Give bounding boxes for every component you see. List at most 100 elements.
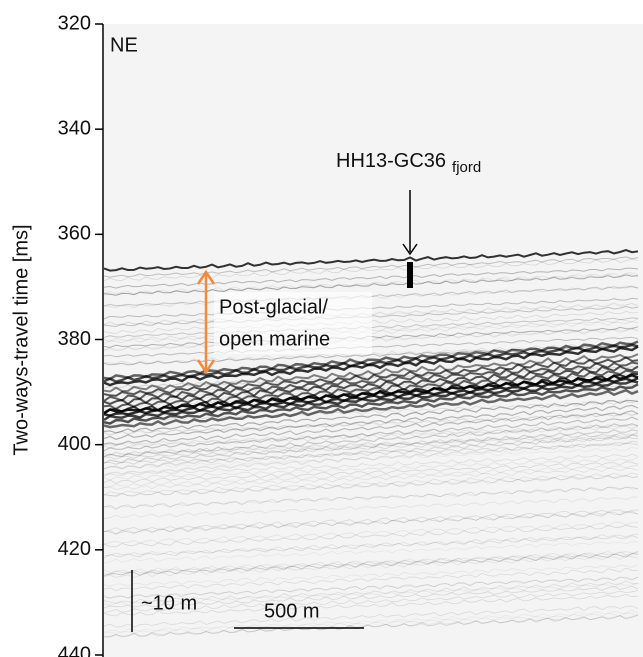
reflector xyxy=(104,340,639,381)
reflector xyxy=(104,379,639,422)
reflector xyxy=(104,551,639,575)
y-tick-label: 380 xyxy=(58,328,91,350)
reflector xyxy=(104,475,639,497)
reflector xyxy=(104,434,639,458)
reflector xyxy=(104,535,639,559)
y-tick-label: 420 xyxy=(58,538,91,560)
reflector xyxy=(104,583,639,606)
reflector xyxy=(104,486,639,510)
reflector xyxy=(104,509,639,532)
reflector xyxy=(104,412,639,436)
reflector xyxy=(104,434,639,470)
y-tick-label: 400 xyxy=(58,433,91,455)
reflector xyxy=(104,376,639,417)
reflector xyxy=(104,258,639,282)
unit-label: Post-glacial/ xyxy=(219,296,328,318)
reflector xyxy=(104,416,639,452)
reflector xyxy=(104,541,639,564)
reflector xyxy=(104,272,639,295)
reflector xyxy=(104,442,639,465)
reflector xyxy=(104,593,639,617)
reflector xyxy=(104,400,639,425)
reflector xyxy=(104,580,639,604)
reflector xyxy=(104,404,639,440)
reflector xyxy=(104,429,639,464)
reflector xyxy=(104,551,639,573)
unit-label: open marine xyxy=(219,328,330,350)
y-tick-label: 440 xyxy=(58,643,91,657)
core-label: HH13-GC36 fjord xyxy=(336,150,481,176)
reflector xyxy=(104,567,639,592)
reflector xyxy=(104,446,639,470)
reflector xyxy=(104,589,639,613)
reflector xyxy=(104,461,639,485)
reflector xyxy=(104,388,639,429)
reflector xyxy=(104,576,639,599)
reflector xyxy=(104,612,639,635)
reflector xyxy=(104,453,639,477)
reflector xyxy=(104,435,639,460)
reflector xyxy=(104,563,639,587)
reflector xyxy=(104,249,639,272)
reflector xyxy=(104,274,639,296)
reflector xyxy=(104,399,639,434)
reflector xyxy=(104,425,639,449)
reflector xyxy=(104,552,639,577)
reflector xyxy=(104,432,639,456)
reflector xyxy=(104,410,639,446)
y-tick-label: 360 xyxy=(58,223,91,245)
reflector xyxy=(104,441,639,465)
reflector xyxy=(104,267,639,289)
reflector xyxy=(104,423,639,447)
reflector xyxy=(104,585,639,609)
seismic-profile xyxy=(104,249,639,638)
reflector xyxy=(104,524,639,548)
reflector xyxy=(104,472,639,496)
y-axis-label: Two-ways-travel time [ms] xyxy=(10,224,32,455)
reflector xyxy=(104,345,639,387)
unit-arrow-heads xyxy=(196,269,216,375)
core-subscript: fjord xyxy=(452,159,481,176)
reflector xyxy=(104,615,639,638)
reflector xyxy=(104,412,639,437)
reflector xyxy=(104,383,639,425)
core-name: HH13-GC36 xyxy=(336,150,446,172)
direction-label: NE xyxy=(110,34,138,56)
reflector xyxy=(104,496,639,520)
reflector xyxy=(104,614,639,638)
reflector xyxy=(104,533,639,556)
reflector xyxy=(104,432,639,456)
reflector xyxy=(104,423,639,458)
reflector xyxy=(104,614,639,638)
reflector xyxy=(104,576,639,599)
reflector xyxy=(104,273,639,297)
reflector xyxy=(104,554,639,578)
reflector xyxy=(104,510,639,535)
reflector xyxy=(104,353,639,393)
reflector xyxy=(104,464,639,489)
reflector xyxy=(104,365,639,406)
reflector xyxy=(104,440,639,476)
reflector xyxy=(104,467,639,491)
plot-area xyxy=(104,24,643,657)
reflector xyxy=(104,356,639,397)
core-arrow-head xyxy=(402,243,418,256)
y-tick-label: 320 xyxy=(58,12,91,34)
reflector xyxy=(104,475,639,497)
reflector xyxy=(104,369,639,411)
reflector xyxy=(104,521,639,545)
reflector xyxy=(104,256,639,278)
reflector xyxy=(104,456,639,481)
reflector xyxy=(104,605,639,628)
reflector xyxy=(104,553,639,577)
reflector xyxy=(104,510,639,535)
reflector xyxy=(104,486,639,509)
core-location xyxy=(407,262,413,288)
reflector xyxy=(104,609,639,633)
reflector xyxy=(104,361,639,402)
label-backdrop xyxy=(214,292,372,354)
y-tick-label: 340 xyxy=(58,117,91,139)
vertical-scale-label: ~10 m xyxy=(141,592,197,614)
horizontal-scale-label: 500 m xyxy=(264,600,320,622)
